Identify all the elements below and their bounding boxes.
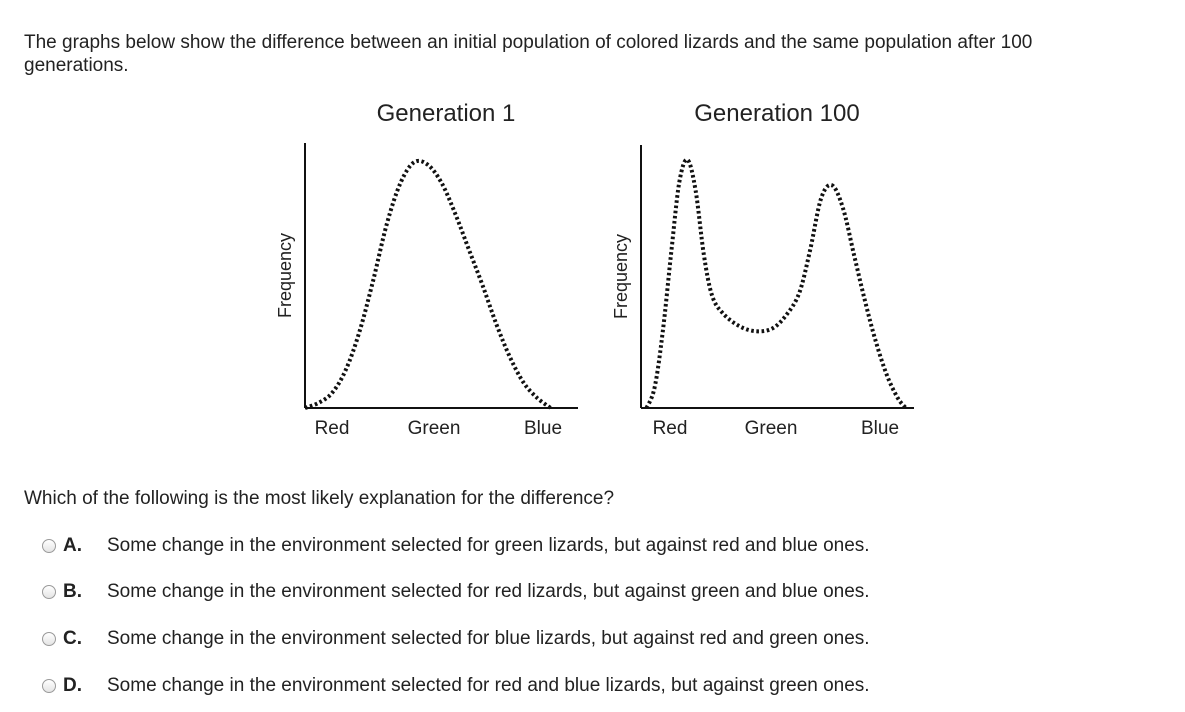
option-a[interactable]: A. Some change in the environment select…: [42, 533, 942, 559]
chart2-title: Generation 100: [694, 100, 859, 127]
radio-d[interactable]: [42, 679, 56, 693]
radio-a[interactable]: [42, 539, 56, 553]
radio-c[interactable]: [42, 632, 56, 646]
chart1-tick-green: Green: [408, 418, 461, 439]
chart1-series-1-curve: [304, 158, 552, 410]
chart2-y-axis-label: Frequency: [611, 234, 631, 319]
chart2-tick-red: Red: [653, 418, 688, 439]
option-a-letter: A.: [63, 535, 82, 556]
option-d[interactable]: D. Some change in the environment select…: [42, 673, 942, 699]
question-text: Which of the following is the most likel…: [24, 488, 615, 509]
option-b[interactable]: B. Some change in the environment select…: [42, 579, 942, 605]
chart1-y-axis-label: Frequency: [275, 233, 295, 318]
chart2-series-1-curve: [644, 157, 908, 410]
chart2-tick-blue: Blue: [861, 418, 899, 439]
chart2-tick-green: Green: [745, 418, 798, 439]
option-b-text: Some change in the environment selected …: [107, 581, 870, 602]
intro-text: The graphs below show the difference bet…: [24, 32, 1033, 76]
option-d-text: Some change in the environment selected …: [107, 675, 870, 696]
chart1-title: Generation 1: [377, 100, 516, 127]
option-b-letter: B.: [63, 581, 82, 602]
option-a-text: Some change in the environment selected …: [107, 535, 870, 556]
chart1-tick-red: Red: [315, 418, 350, 439]
option-c-letter: C.: [63, 628, 82, 649]
option-d-letter: D.: [63, 675, 82, 696]
chart1-tick-blue: Blue: [524, 418, 562, 439]
option-c[interactable]: C. Some change in the environment select…: [42, 626, 942, 652]
radio-b[interactable]: [42, 585, 56, 599]
option-c-text: Some change in the environment selected …: [107, 628, 870, 649]
